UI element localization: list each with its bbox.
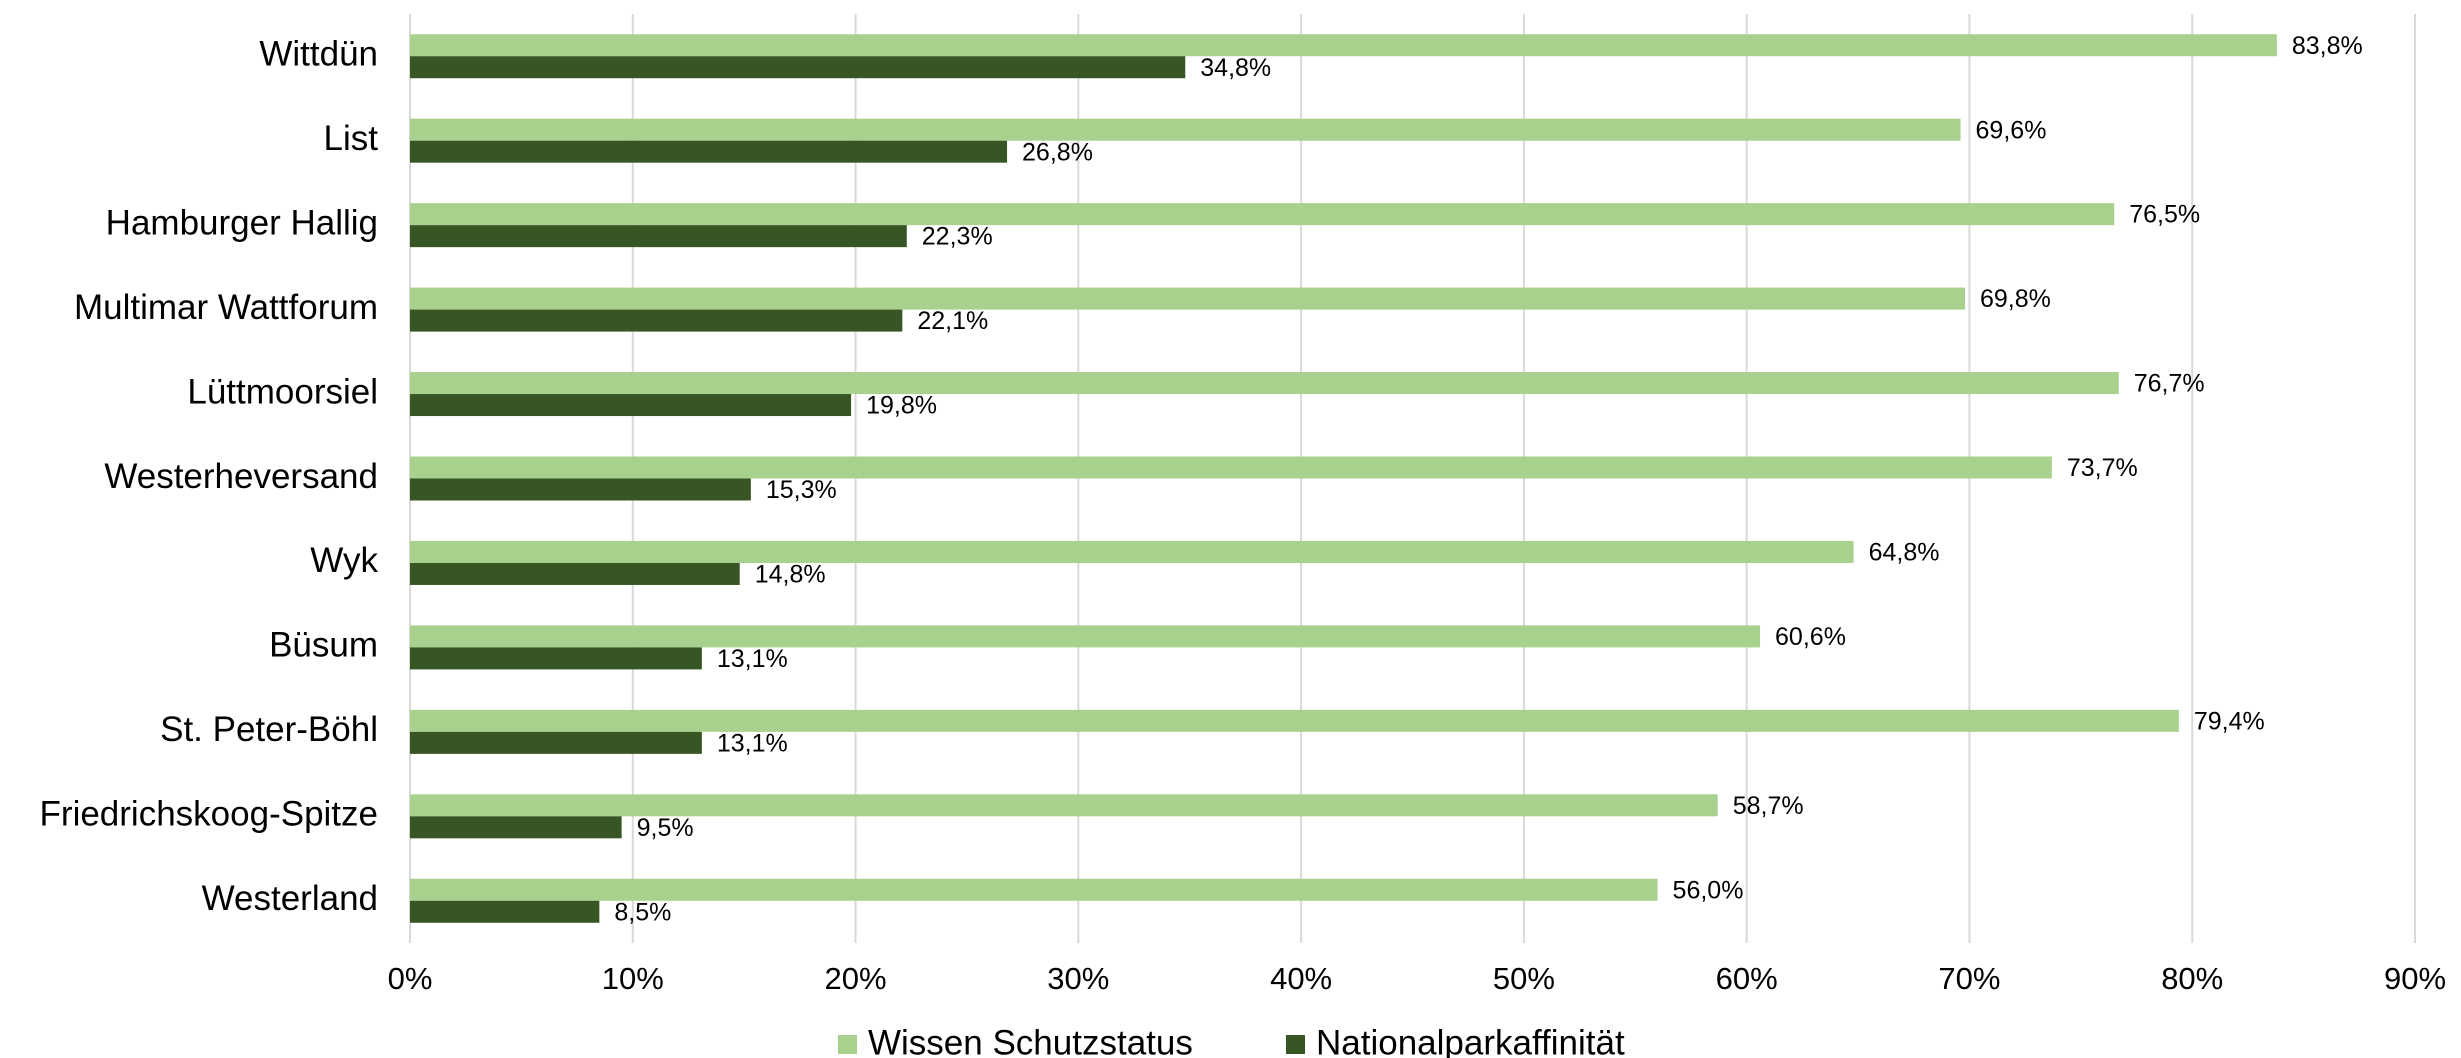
y-tick-label: Lüttmoorsiel — [187, 372, 378, 411]
data-label: 13,1% — [717, 729, 788, 757]
x-tick-label: 40% — [1270, 961, 1332, 996]
legend-swatch — [838, 1035, 857, 1054]
bar — [410, 140, 1008, 163]
x-tick-label: 90% — [2384, 961, 2446, 996]
data-label: 22,3% — [922, 223, 993, 251]
bar — [410, 309, 903, 332]
x-tick-label: 80% — [2161, 961, 2223, 996]
data-label: 64,8% — [1869, 539, 1940, 567]
y-tick-label: Multimar Wattforum — [74, 288, 378, 327]
bar — [410, 878, 1658, 901]
legend-swatch — [1286, 1035, 1305, 1054]
x-tick-label: 10% — [602, 961, 664, 996]
data-label: 9,5% — [637, 814, 694, 842]
data-label: 8,5% — [614, 898, 671, 926]
bar — [410, 34, 2277, 57]
data-label: 69,8% — [1980, 285, 2051, 313]
y-tick-label: Wyk — [310, 541, 378, 580]
data-label: 26,8% — [1022, 138, 1093, 166]
data-label: 76,7% — [2134, 370, 2205, 398]
bar — [410, 647, 702, 670]
bar — [410, 794, 1718, 817]
x-tick-label: 0% — [388, 961, 433, 996]
y-tick-label: Westerheversand — [104, 457, 378, 496]
data-label: 69,6% — [1976, 116, 2047, 144]
bar — [410, 731, 702, 754]
data-label: 58,7% — [1733, 792, 1804, 820]
bar — [410, 203, 2115, 226]
bar — [410, 56, 1186, 79]
y-tick-label: Friedrichskoog-Spitze — [40, 795, 378, 834]
data-label: 73,7% — [2067, 454, 2138, 482]
bar — [410, 816, 622, 839]
legend-label: Wissen Schutzstatus — [868, 1023, 1193, 1058]
data-label: 60,6% — [1775, 623, 1846, 651]
data-label: 56,0% — [1673, 876, 1744, 904]
bar — [410, 562, 740, 585]
y-tick-label: Büsum — [269, 626, 378, 665]
data-label: 19,8% — [866, 392, 937, 420]
y-tick-label: List — [324, 119, 379, 158]
y-tick-label: Westerland — [202, 879, 378, 918]
data-label: 76,5% — [2129, 201, 2200, 229]
data-label: 83,8% — [2292, 32, 2363, 60]
bar — [410, 287, 1965, 310]
bar — [410, 394, 852, 417]
bar — [410, 900, 600, 923]
data-label: 22,1% — [917, 307, 988, 335]
y-tick-label: Hamburger Hallig — [106, 203, 378, 242]
bar — [410, 225, 907, 248]
bar — [410, 456, 2052, 479]
bar — [410, 625, 1761, 648]
x-tick-label: 50% — [1493, 961, 1555, 996]
y-tick-label: St. Peter-Böhl — [160, 710, 378, 749]
data-label: 15,3% — [766, 476, 837, 504]
bar — [410, 372, 2119, 395]
data-label: 14,8% — [755, 561, 826, 589]
bar — [410, 478, 751, 501]
data-label: 34,8% — [1200, 54, 1271, 82]
x-tick-label: 20% — [825, 961, 887, 996]
data-label: 13,1% — [717, 645, 788, 673]
data-label: 79,4% — [2194, 707, 2265, 735]
x-tick-label: 60% — [1716, 961, 1778, 996]
bar — [410, 540, 1854, 563]
bar — [410, 709, 2179, 732]
x-tick-label: 70% — [1938, 961, 2000, 996]
x-tick-label: 30% — [1047, 961, 1109, 996]
legend-label: Nationalparkaffinität — [1316, 1023, 1625, 1058]
bar — [410, 118, 1961, 141]
y-tick-label: Wittdün — [259, 34, 378, 73]
